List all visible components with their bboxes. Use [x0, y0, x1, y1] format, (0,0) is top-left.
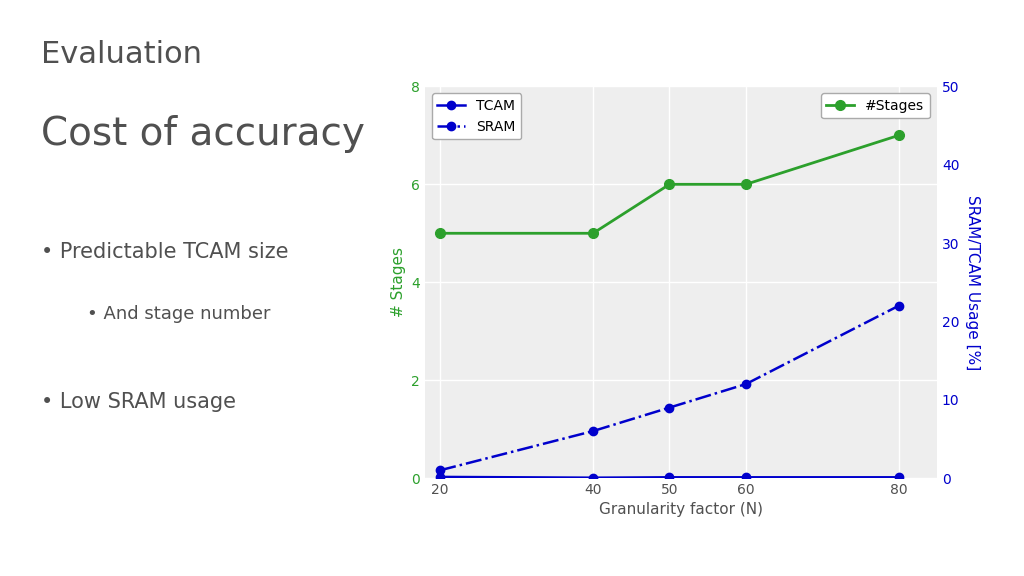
Text: Evaluation: Evaluation — [41, 40, 202, 69]
Text: • Low SRAM usage: • Low SRAM usage — [41, 392, 236, 412]
Line: SRAM: SRAM — [436, 302, 903, 475]
TCAM — [739, 474, 752, 481]
Text: Cost of accuracy: Cost of accuracy — [41, 115, 365, 153]
SRAM — [893, 302, 905, 309]
TCAM — [664, 474, 676, 481]
Legend: #Stages: #Stages — [821, 93, 930, 119]
TCAM — [893, 474, 905, 481]
TCAM — [587, 474, 599, 481]
Line: TCAM: TCAM — [436, 473, 903, 482]
X-axis label: Granularity factor (N): Granularity factor (N) — [599, 502, 763, 517]
Y-axis label: SRAM/TCAM Usage [%]: SRAM/TCAM Usage [%] — [966, 195, 980, 370]
SRAM — [587, 427, 599, 434]
Text: • Predictable TCAM size: • Predictable TCAM size — [41, 242, 289, 262]
Text: • And stage number: • And stage number — [87, 305, 270, 323]
#Stages — [739, 181, 752, 188]
SRAM — [664, 404, 676, 411]
SRAM — [434, 467, 446, 473]
SRAM — [739, 381, 752, 388]
TCAM — [434, 473, 446, 480]
#Stages — [664, 181, 676, 188]
#Stages — [434, 230, 446, 237]
Line: #Stages: #Stages — [435, 131, 903, 238]
#Stages — [893, 132, 905, 139]
Y-axis label: # Stages: # Stages — [391, 247, 406, 317]
#Stages — [587, 230, 599, 237]
